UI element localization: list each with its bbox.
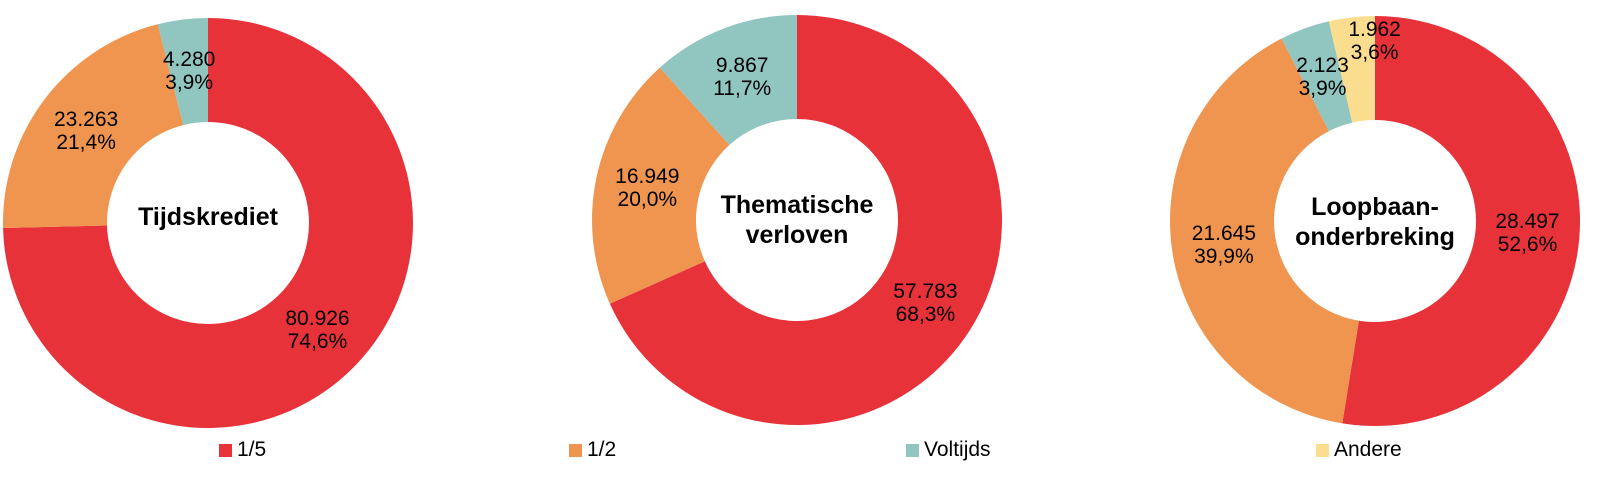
donut-slice-1-2	[2, 24, 184, 229]
legend-label-voltijds: Voltijds	[924, 438, 991, 461]
legend-label-1-2: 1/2	[587, 438, 617, 461]
slice-value-label: 4.280	[162, 48, 216, 72]
donut-chart-thematische-verloven	[592, 15, 1003, 425]
legend-swatch-voltijds-icon	[906, 443, 919, 457]
donut-slice-voltijds	[659, 15, 797, 145]
slice-label-voltijds: 2.123 3,9%	[1296, 54, 1349, 100]
slice-value-label: 23.263	[53, 107, 119, 131]
slice-label-voltijds: 9.867 11,7%	[713, 54, 771, 100]
slice-label-1-2: 23.263 21,4%	[54, 108, 118, 154]
legend-label-1-5: 1/5	[237, 438, 267, 461]
slice-label-1-5: 57.783 68,3%	[893, 280, 957, 326]
slice-percent-label: 3,9%	[1298, 77, 1347, 101]
legend-swatch-andere-icon	[1316, 443, 1329, 457]
slice-value-label: 80.926	[285, 306, 350, 330]
slice-percent-label: 39,9%	[1194, 244, 1254, 268]
slice-percent-label: 21,4%	[56, 130, 116, 154]
donut-slice-1-5	[609, 15, 1003, 425]
slice-percent-label: 68,3%	[895, 303, 956, 327]
slice-label-1-2: 21.645 39,9%	[1192, 222, 1256, 268]
slice-value-label: 21.645	[1191, 221, 1257, 245]
slice-value-label: 57.783	[893, 280, 958, 304]
chart-title-loopbaanonderbreking: Loopbaan-onderbreking	[1295, 193, 1455, 251]
slice-value-label: 2.123	[1296, 54, 1349, 78]
slice-percent-label: 3,6%	[1350, 41, 1399, 64]
donut-slice-voltijds	[157, 18, 208, 126]
chart-title-tijdskrediet: Tijdskrediet	[138, 203, 278, 231]
donut-slice-andere	[1328, 15, 1375, 123]
slice-label-1-5: 80.926 74,6%	[285, 307, 349, 353]
donut-slice-1-5	[3, 18, 413, 428]
slice-value-label: 1.962	[1348, 18, 1401, 41]
legend-item-1-5: 1/5	[219, 439, 266, 461]
donut-slice-1-2	[592, 67, 730, 304]
slice-label-1-2: 16.949 20,0%	[615, 165, 679, 211]
slice-percent-label: 20,0%	[617, 188, 678, 212]
slice-percent-label: 74,6%	[287, 329, 348, 353]
legend-item-1-2: 1/2	[569, 439, 616, 461]
legend-label-andere: Andere	[1334, 438, 1402, 461]
slice-percent-label: 3,9%	[165, 71, 214, 95]
slice-value-label: 16.949	[615, 165, 680, 189]
slice-label-1-5: 28.497 52,6%	[1495, 210, 1559, 256]
slice-value-label: 9.867	[715, 54, 769, 78]
donut-slice-1-5	[1342, 16, 1581, 426]
slice-percent-label: 52,6%	[1497, 233, 1558, 257]
legend-item-andere: Andere	[1316, 439, 1402, 461]
donut-chart-loopbaanonderbreking	[1170, 15, 1581, 426]
slice-percent-label: 11,7%	[713, 77, 772, 101]
slice-label-voltijds: 4.280 3,9%	[163, 48, 216, 94]
legend-swatch-1-5-icon	[219, 443, 232, 457]
donut-chart-tijdskrediet	[2, 18, 413, 428]
donut-slice-1-2	[1170, 38, 1359, 424]
donut-slice-voltijds	[1281, 21, 1353, 132]
legend-item-voltijds: Voltijds	[906, 439, 991, 461]
chart-title-thematische-verloven: Thematische verloven	[720, 191, 874, 249]
slice-label-andere: 1.962 3,6%	[1348, 18, 1401, 64]
slice-value-label: 28.497	[1495, 210, 1560, 234]
legend-swatch-1-2-icon	[569, 443, 582, 457]
